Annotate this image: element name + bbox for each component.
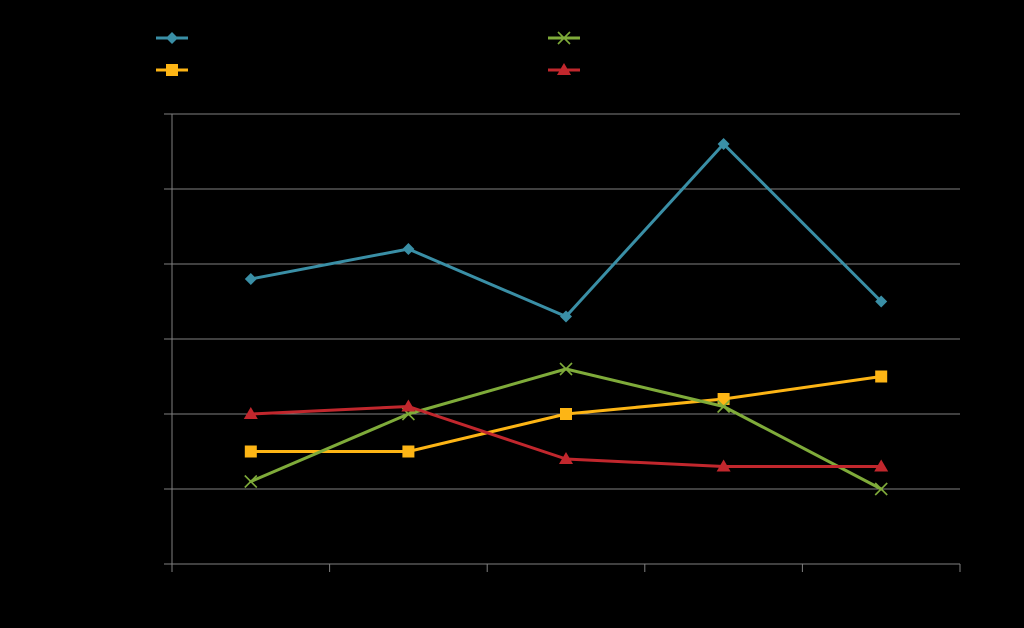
series-3-line: [249, 367, 883, 491]
series-1-point-1: [244, 273, 257, 285]
series-1-point-4: [717, 138, 730, 150]
series-3: [244, 362, 888, 496]
series-2-point-3: [560, 408, 572, 420]
series-4-point-1: [243, 407, 258, 419]
legend: [156, 31, 580, 76]
series-3-point-4: [717, 399, 731, 414]
axes: [164, 113, 961, 572]
series-2-point-2: [402, 445, 415, 458]
legend-marker-1: [166, 32, 178, 44]
series-1-point-5: [875, 295, 888, 308]
series-2-point-1: [244, 445, 257, 458]
series-1-line: [249, 142, 883, 318]
legend-entry-3[interactable]: [548, 31, 580, 45]
series-4-point-2: [401, 399, 416, 412]
series-1-point-3: [560, 310, 572, 323]
series-1: [244, 138, 888, 323]
series-3-point-3: [559, 362, 573, 376]
series-4-point-4: [716, 459, 731, 472]
series-4: [243, 399, 889, 472]
legend-marker-2: [166, 64, 178, 76]
series-4-point-5: [874, 459, 889, 472]
legend-marker-3: [557, 31, 571, 45]
series-2: [244, 370, 888, 458]
legend-marker-4: [557, 63, 571, 75]
gridlines: [164, 113, 960, 490]
series-4-point-3: [559, 452, 573, 464]
series-3-point-5: [874, 482, 888, 496]
series-1-point-2: [402, 243, 415, 255]
legend-entry-2[interactable]: [156, 64, 188, 76]
series-2-point-5: [875, 370, 888, 383]
series-lines: [243, 138, 889, 496]
series-3-point-1: [244, 474, 258, 489]
legend-entry-1[interactable]: [156, 32, 188, 44]
series-2-point-4: [717, 393, 730, 405]
legend-entry-4[interactable]: [548, 63, 580, 75]
